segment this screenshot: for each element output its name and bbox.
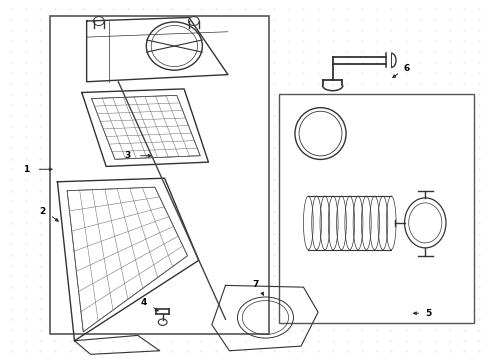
- Text: 1: 1: [23, 165, 29, 174]
- Bar: [279, 94, 474, 323]
- Text: 6: 6: [404, 64, 410, 73]
- Text: 5: 5: [425, 309, 432, 318]
- Bar: [50, 16, 270, 334]
- Text: 7: 7: [252, 280, 259, 289]
- Text: 3: 3: [124, 151, 130, 160]
- Text: 2: 2: [40, 207, 46, 216]
- Text: 4: 4: [141, 298, 147, 307]
